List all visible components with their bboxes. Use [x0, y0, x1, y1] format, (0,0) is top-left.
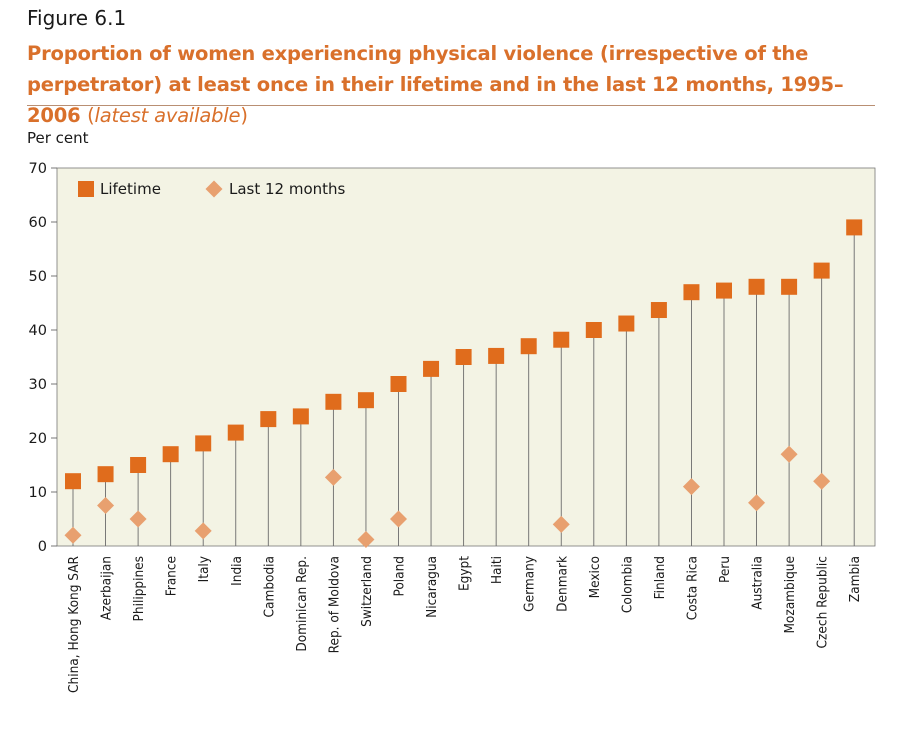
lifetime-marker [781, 278, 798, 295]
last-12-months-marker [97, 497, 115, 514]
lifetime-marker [813, 262, 830, 279]
lifetime-marker [553, 331, 570, 348]
y-tick-label: 60 [29, 215, 47, 231]
x-category-label: Colombia [619, 556, 635, 613]
y-tick-label: 70 [29, 161, 47, 177]
y-tick-label: 50 [29, 269, 47, 285]
lifetime-marker [585, 322, 602, 338]
last-12-months-marker [780, 445, 798, 463]
lifetime-marker [195, 435, 212, 452]
x-category-label: Mozambique [782, 556, 798, 634]
x-category-label: Rep. of Moldova [326, 556, 342, 653]
last-12-months-marker [324, 468, 342, 486]
y-tick-label: 20 [29, 431, 47, 447]
x-axis-labels: China, Hong Kong SAR Azerbaijan Philippine… [66, 555, 863, 693]
x-category-label: Germany [522, 556, 538, 612]
title-main: Proportion of women experiencing physica… [27, 42, 844, 127]
y-tick-label: 10 [29, 485, 47, 501]
lifetime-marker [162, 446, 179, 463]
x-category-label: China, Hong Kong SAR [66, 555, 82, 693]
x-category-label: Costa Rica [684, 556, 700, 620]
last-12-months-marker [390, 510, 407, 528]
x-category-label: Zambia [847, 556, 863, 602]
x-category-label: Finland [652, 556, 668, 599]
lifetime-marker [325, 393, 342, 410]
x-category-label: Switzerland [359, 556, 375, 627]
lifetime-marker [716, 282, 732, 299]
x-category-label: Australia [750, 556, 766, 610]
title-divider [27, 105, 875, 106]
x-category-label: France [164, 556, 180, 596]
y-tick-label: 30 [29, 377, 47, 393]
lifetime-marker [260, 411, 277, 428]
lifetime-marker [292, 408, 309, 425]
x-category-label: Italy [196, 556, 212, 582]
x-category-label: Peru [717, 556, 733, 583]
last-12-months-marker [357, 531, 375, 549]
lifetime-marker [97, 466, 114, 483]
title-paren-close: ) [240, 104, 248, 127]
lifetime-marker [618, 315, 635, 332]
figure-label: Figure 6.1 [27, 6, 127, 30]
x-category-label: Nicaragua [424, 556, 440, 618]
last-12-months-marker [682, 478, 700, 496]
x-category-label: Dominican Rep. [294, 556, 310, 652]
legend-lifetime-label: Lifetime [100, 180, 161, 198]
lifetime-marker [227, 424, 244, 441]
lifetime-marker [650, 302, 667, 319]
chart-title: Proportion of women experiencing physica… [27, 38, 887, 131]
y-axis-label: Per cent [27, 129, 89, 147]
x-category-label: Czech Republic [815, 556, 831, 648]
legend-lifetime-icon [78, 181, 94, 197]
x-category-label: Mexico [587, 556, 603, 598]
title-paren-open: ( [87, 104, 95, 127]
y-tick-label: 40 [29, 323, 47, 339]
x-category-label: Philippines [131, 556, 147, 621]
lifetime-marker [520, 338, 537, 355]
x-category-label: Denmark [554, 556, 570, 612]
y-axis: 0 10 20 30 40 50 60 70 [29, 161, 57, 555]
last-12-months-marker [64, 526, 82, 544]
last-12-months-marker [129, 510, 147, 528]
lifetime-marker [65, 473, 81, 490]
last-12-months-marker [813, 472, 831, 490]
lifetime-marker [846, 219, 863, 236]
x-category-label: Cambodia [261, 556, 277, 617]
lifetime-marker [390, 376, 407, 392]
x-category-label: India [229, 556, 245, 586]
last-12-months-marker [194, 522, 212, 540]
lifetime-marker [748, 278, 765, 295]
lifetime-marker [357, 392, 374, 409]
lifetime-marker [455, 349, 472, 365]
last-12-months-marker [552, 515, 570, 533]
legend-last-12-months-label: Last 12 months [229, 180, 346, 198]
y-tick-label: 0 [38, 539, 47, 555]
x-category-label: Egypt [457, 556, 473, 591]
legend: Lifetime Last 12 months [78, 180, 346, 198]
lifetime-marker [488, 347, 505, 364]
data-markers [64, 219, 863, 549]
title-note: latest available [94, 104, 241, 127]
x-category-label: Haiti [489, 556, 505, 584]
x-category-label: Poland [392, 556, 408, 597]
legend-last-12-months-icon [205, 180, 223, 198]
lifetime-marker [130, 457, 147, 473]
lifetime-marker [683, 284, 700, 301]
lifetime-marker [423, 360, 440, 377]
last-12-months-marker [748, 494, 766, 512]
x-category-label: Azerbaijan [99, 556, 115, 620]
